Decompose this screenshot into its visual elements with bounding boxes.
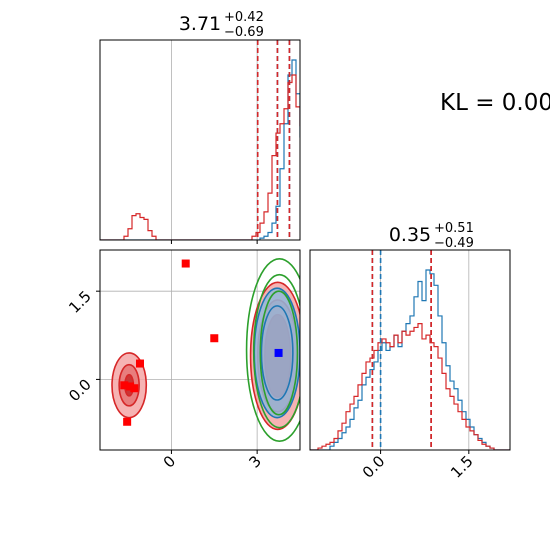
scatter-y-tick-label: 0.0: [65, 376, 95, 406]
right-hist-title-plus: +0.51: [434, 221, 474, 236]
scatter-frame: [99, 249, 301, 451]
right-hist-x-tick-label: 0.0: [359, 452, 389, 482]
red-marker-0: [120, 381, 129, 390]
top-left-histogram: [99, 39, 301, 244]
top-hist-title: 3.71: [179, 13, 221, 35]
right-hist-title: 0.35: [389, 224, 431, 246]
scatter-x-tick-label: 0: [160, 452, 179, 471]
bottom-right-histogram: [309, 249, 511, 454]
red-marker-2: [123, 417, 132, 426]
scatter-x-tick-label: 3: [245, 452, 264, 471]
red-marker-3: [136, 359, 144, 368]
right-hist-title-minus: −0.49: [434, 236, 474, 251]
top-hist-title-minus: −0.69: [224, 25, 264, 40]
scatter-y-tick-label: 1.5: [65, 287, 95, 317]
red-marker-4: [130, 384, 139, 393]
red-marker-1: [126, 382, 134, 391]
red-histogram: [100, 74, 300, 240]
red-marker-5: [181, 259, 190, 268]
top-hist-title-plus: +0.42: [224, 10, 264, 25]
contour-level-9: [252, 273, 300, 429]
blue-histogram: [100, 59, 300, 240]
bottom-left-scatter: [96, 249, 301, 454]
blue-histogram: [310, 269, 510, 450]
contour-level-8: [245, 258, 300, 442]
kl-annotation: KL = 0.00: [440, 90, 550, 116]
blue-marker: [274, 348, 283, 357]
top-hist-frame: [99, 39, 301, 241]
red-marker-6: [210, 334, 219, 343]
right-hist-frame: [309, 249, 511, 451]
contour-level-10: [259, 290, 299, 416]
right-hist-x-tick-label: 1.5: [447, 452, 477, 482]
contour-level-7: [260, 305, 294, 401]
red-histogram: [310, 323, 510, 450]
